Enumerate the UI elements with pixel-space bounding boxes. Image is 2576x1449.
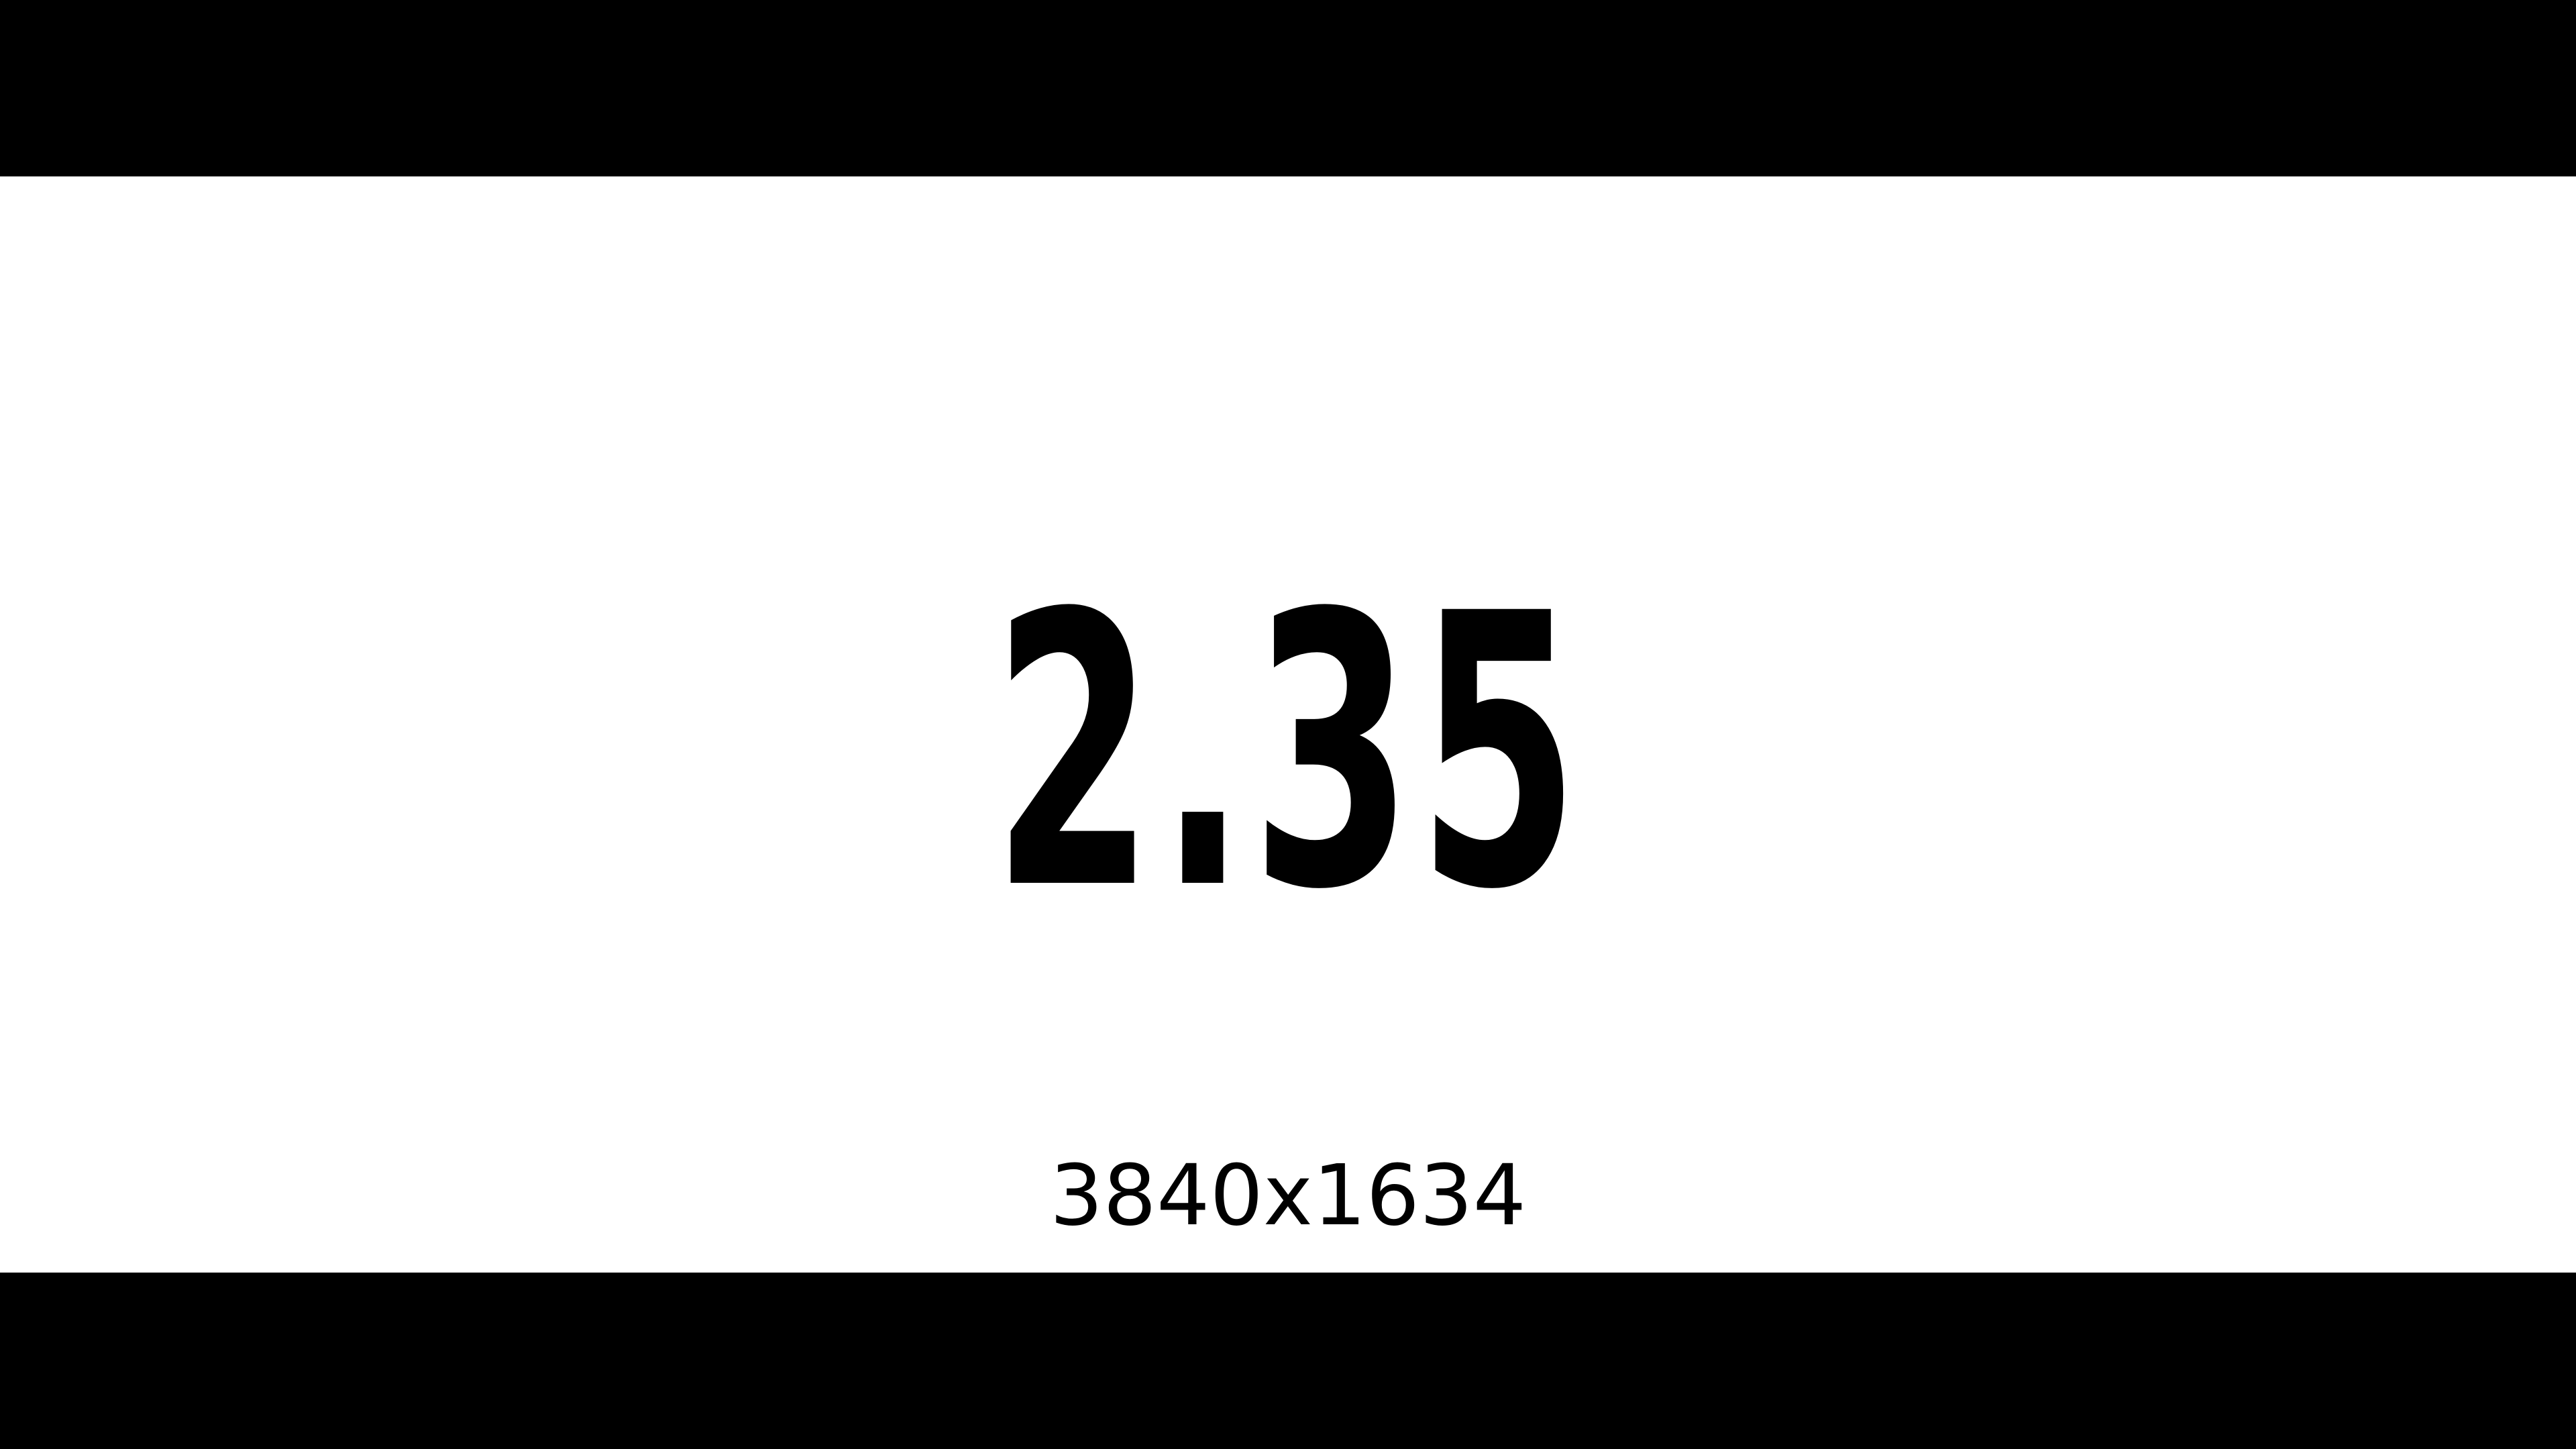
- resolution-label: 3840x1634: [1049, 1147, 1527, 1244]
- active-picture-area: 2.35 3840x1634: [0, 176, 2576, 1273]
- letterbox-bar-top: [0, 0, 2576, 176]
- letterbox-bar-bottom: [0, 1273, 2576, 1449]
- aspect-ratio-label: 2.35: [0, 552, 2576, 955]
- aspect-ratio-value: 2.35: [992, 535, 1584, 972]
